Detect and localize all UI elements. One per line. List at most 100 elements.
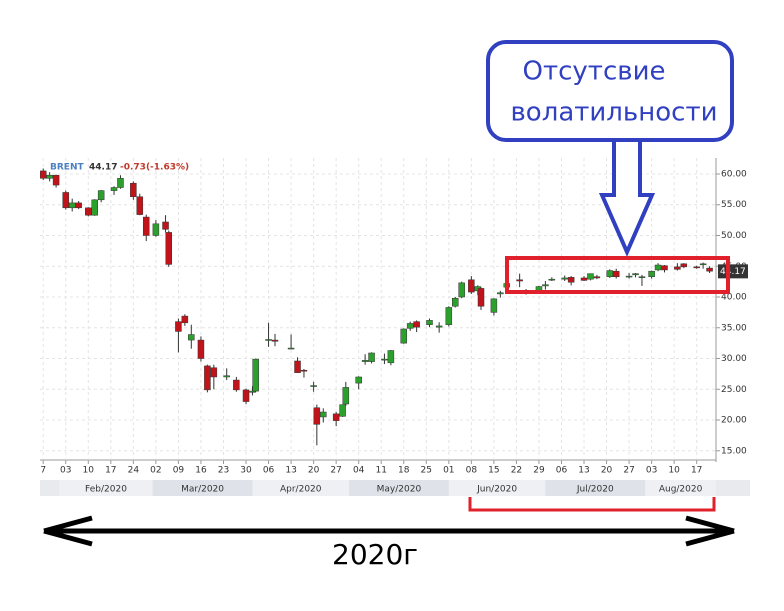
candle-body	[85, 207, 92, 216]
x-tick-label: 27	[330, 466, 341, 476]
candle-body	[97, 190, 105, 201]
candle-body	[587, 273, 594, 280]
x-tick-label: 25	[421, 466, 432, 476]
candle-body	[223, 375, 230, 378]
price-tag	[718, 264, 748, 279]
x-tick-label: 22	[511, 466, 522, 476]
x-tick-label: 17	[105, 466, 116, 476]
y-tick-label: 20.00	[721, 416, 747, 426]
candle-body	[413, 321, 420, 328]
candle-body	[516, 279, 523, 282]
symbol: BRENT	[50, 163, 84, 173]
candle-body	[294, 360, 301, 373]
x-tick-label: 24	[128, 466, 140, 476]
month-label: Jul/2020	[576, 485, 614, 495]
x-tick-label: 20	[308, 466, 320, 476]
candle-body	[339, 404, 346, 417]
callout-arrow	[598, 138, 656, 257]
month-band	[645, 480, 716, 496]
x-tick-label: 06	[556, 466, 568, 476]
y-tick-label: 50.00	[721, 231, 747, 241]
callout-text: волатильности	[510, 98, 717, 128]
candle-body	[468, 279, 475, 293]
x-tick-label: 17	[691, 466, 702, 476]
month-label: Jun/2020	[476, 485, 517, 495]
candle-body	[477, 288, 485, 307]
candle-body	[654, 264, 662, 271]
x-tick-label: 23	[218, 466, 229, 476]
candle-body	[387, 350, 395, 364]
candle-body	[693, 266, 700, 269]
candle-body	[332, 413, 340, 421]
month-band	[448, 480, 546, 496]
month-band	[59, 480, 153, 496]
month-label: Aug/2020	[659, 485, 703, 495]
candle-body	[197, 339, 205, 359]
y-tick-label: 25.00	[721, 385, 747, 395]
candle-body	[355, 376, 362, 384]
candle-body	[381, 358, 388, 361]
candle-body	[242, 389, 250, 402]
candle-body	[310, 385, 317, 387]
x-tick-label: 27	[623, 466, 634, 476]
candle-body	[162, 221, 169, 230]
x-tick-label: 11	[375, 466, 386, 476]
candle-body	[181, 315, 189, 324]
candle-body	[674, 266, 681, 270]
x-tick-label: 03	[60, 466, 71, 476]
last-price: 44.17	[89, 163, 117, 173]
candle-body	[580, 277, 588, 281]
candle-body	[271, 339, 279, 342]
candle-body	[638, 276, 646, 278]
x-tick-label: 18	[398, 466, 410, 476]
x-tick-label: 01	[443, 466, 454, 476]
candle-body	[142, 216, 150, 236]
x-tick-label: 16	[195, 466, 207, 476]
price-tag-label: 44.17	[720, 267, 746, 277]
x-tick-label: 09	[173, 466, 185, 476]
y-tick-label: 15.00	[721, 446, 747, 456]
candle-body	[252, 358, 259, 392]
candle-body	[606, 270, 614, 277]
candle-body	[699, 263, 707, 266]
x-tick-label: 10	[668, 466, 680, 476]
candle-body	[400, 328, 408, 344]
candle-body	[368, 352, 375, 362]
year-label: 2020г	[332, 538, 418, 571]
month-label: Mar/2020	[181, 485, 224, 495]
candle-body	[130, 182, 137, 197]
x-tick-label: 29	[533, 466, 545, 476]
month-band	[349, 480, 449, 496]
month-label: Apr/2020	[280, 485, 322, 495]
candle-body	[75, 202, 82, 209]
x-tick-label: 08	[466, 466, 478, 476]
y-tick-label: 35.00	[721, 323, 747, 333]
x-tick-label: 7	[40, 466, 46, 476]
x-tick-label: 13	[578, 466, 589, 476]
arrow-heads	[43, 515, 735, 547]
x-tick-label: 06	[263, 466, 275, 476]
candle-body	[52, 174, 60, 186]
candle-body	[661, 265, 668, 271]
range-bracket	[468, 497, 716, 512]
candle-body	[287, 347, 295, 350]
callout-text: Отсутсвие	[523, 57, 666, 87]
candle-body	[313, 407, 321, 425]
x-tick-label: 04	[353, 466, 365, 476]
candle-body	[567, 277, 575, 283]
candle-body	[175, 321, 182, 332]
x-tick-label: 15	[488, 466, 499, 476]
candle-body	[233, 379, 240, 391]
candle-body	[342, 387, 350, 405]
candle-body	[632, 273, 639, 276]
candle-body	[110, 187, 118, 191]
candle-body	[210, 367, 218, 378]
callout-box	[486, 40, 734, 142]
month-band	[152, 480, 253, 496]
candle-body	[91, 199, 98, 216]
y-tick-label: 30.00	[721, 354, 747, 364]
candle-body	[68, 202, 76, 209]
candle-body	[361, 360, 369, 362]
candle-body	[445, 307, 453, 325]
